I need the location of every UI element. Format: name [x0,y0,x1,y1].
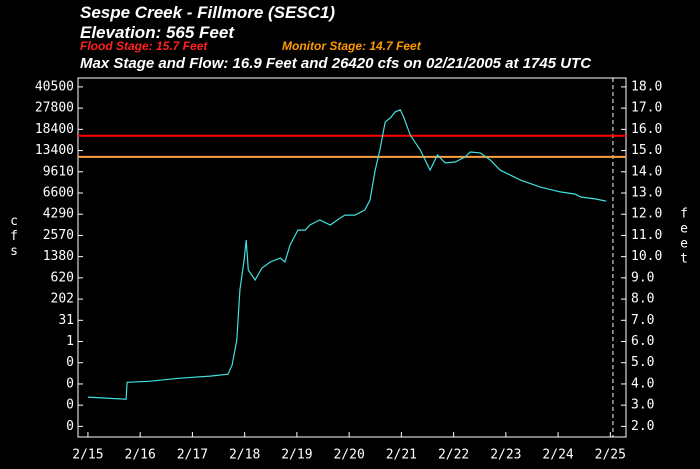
y-tick-label: 31 [58,313,74,328]
y-tick-label: 0 [66,355,74,370]
y-tick-label: 2570 [43,228,74,243]
y2-tick-label: 12.0 [631,207,662,222]
y2-tick-label: 15.0 [631,143,662,158]
x-tick-label: 2/22 [438,448,469,463]
x-tick-label: 2/25 [595,448,626,463]
y2-tick-label: 16.0 [631,122,662,137]
y-tick-label: 0 [66,419,74,434]
chart-title: Sespe Creek - Fillmore (SESC1) [80,3,335,22]
y-tick-label: 0 [66,376,74,391]
x-tick-label: 2/17 [177,448,208,463]
y-tick-label: 202 [51,292,74,307]
y-tick-label: 620 [51,270,74,285]
y-tick-label: 9610 [43,164,74,179]
x-tick-label: 2/19 [281,448,312,463]
y-tick-label: 4290 [43,207,74,222]
y2-tick-label: 6.0 [631,334,654,349]
x-tick-label: 2/16 [125,448,156,463]
y2-tick-label: 14.0 [631,164,662,179]
y2-tick-label: 9.0 [631,270,654,285]
y2-tick-label: 10.0 [631,249,662,264]
y-tick-label: 1 [66,334,74,349]
y2-tick-label: 8.0 [631,292,654,307]
annotation: Max Stage and Flow: 16.9 Feet and 26420 … [80,55,592,72]
y2-tick-label: 3.0 [631,398,654,413]
y2-tick-label: 7.0 [631,313,654,328]
chart-subtitle: Elevation: 565 Feet [80,23,235,42]
y-tick-label: 13400 [35,143,74,158]
y-tick-label: 18400 [35,122,74,137]
plot-frame [77,77,627,438]
y2-tick-label: 18.0 [631,79,662,94]
y-tick-label: 27800 [35,101,74,116]
y2-tick-label: 11.0 [631,228,662,243]
annotation: Flood Stage: 15.7 Feet [80,39,208,53]
y2-tick-label: 4.0 [631,376,654,391]
x-tick-label: 2/18 [229,448,260,463]
x-tick-label: 2/24 [542,448,573,463]
y2-tick-label: 13.0 [631,185,662,200]
y2-tick-label: 2.0 [631,419,654,434]
hydrograph-line [87,109,607,400]
y2-tick-label: 17.0 [631,101,662,116]
y-tick-label: 40500 [35,79,74,94]
x-tick-label: 2/20 [333,448,364,463]
y-tick-label: 0 [66,398,74,413]
annotation: Monitor Stage: 14.7 Feet [282,39,422,53]
x-tick-label: 2/21 [386,448,417,463]
y-tick-label: 6600 [43,185,74,200]
x-tick-label: 2/15 [72,448,103,463]
x-tick-label: 2/23 [490,448,521,463]
y2-tick-label: 5.0 [631,355,654,370]
y-tick-label: 1380 [43,249,74,264]
